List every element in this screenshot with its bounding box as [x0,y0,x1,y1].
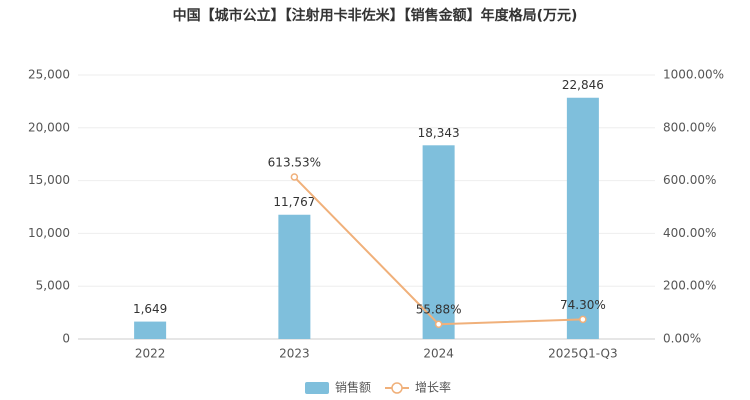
line-point [290,173,299,181]
x-tick-label: 2022 [135,347,166,361]
bar-value-label: 22,846 [562,78,604,92]
x-tick-label: 2024 [423,347,454,361]
y-tick-label: 10,000 [28,226,70,240]
line-value-label: 613.53% [268,156,321,170]
y-tick-label: 25,000 [28,68,70,82]
line-value-label: 55.88% [416,303,462,317]
bar-value-label: 18,343 [418,126,460,140]
legend-label: 销售额 [335,380,371,395]
bar [134,321,167,339]
line-value-label: 74.30% [560,298,606,312]
y2-tick-label: 800.00% [663,120,716,134]
bar-value-label: 11,767 [273,195,315,209]
bar [278,214,311,339]
legend-label: 增长率 [415,380,451,395]
y2-tick-label: 0.00% [663,332,701,346]
y2-tick-label: 200.00% [663,279,716,293]
line-point [579,315,587,324]
y2-tick-label: 600.00% [663,173,716,187]
bar [566,97,599,339]
y2-tick-label: 400.00% [663,226,716,240]
y-tick-label: 0 [62,332,70,346]
y-tick-label: 5,000 [36,279,70,293]
y2-tick-label: 1000.00% [663,68,724,82]
line-point [434,320,443,328]
bar-value-label: 1,649 [133,302,167,316]
y-tick-label: 20,000 [28,120,70,134]
y-tick-label: 15,000 [28,173,70,187]
legend-swatch-point [391,382,403,394]
legend-swatch [305,382,329,394]
x-tick-label: 2025Q1-Q3 [548,347,617,361]
chart-title: 中国【城市公立】【注射用卡非佐米】【销售金额】年度格局(万元) [173,7,578,24]
bar [422,145,455,339]
x-tick-label: 2023 [279,347,310,361]
